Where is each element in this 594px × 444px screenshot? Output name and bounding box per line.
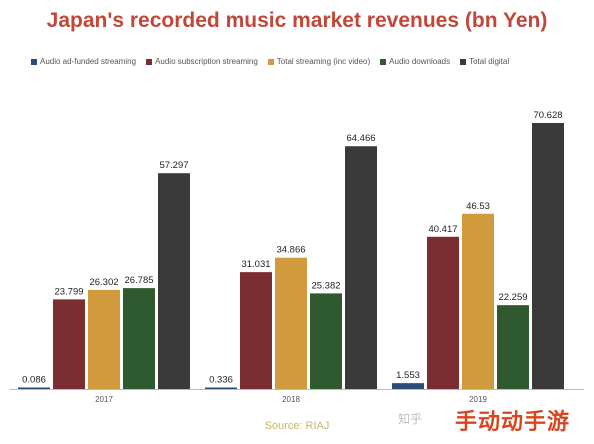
legend-item: Total streaming (inc video) <box>267 57 371 66</box>
legend-swatch <box>460 58 467 65</box>
data-label: 57.297 <box>159 160 188 171</box>
data-label: 70.628 <box>533 110 562 121</box>
bar <box>18 387 50 389</box>
data-label: 0.336 <box>209 375 233 386</box>
bar <box>123 288 155 389</box>
bar <box>392 383 424 389</box>
legend-label: Audio subscription streaming <box>155 57 258 66</box>
legend-label: Total digital <box>469 57 510 66</box>
data-label: 23.799 <box>54 286 83 297</box>
data-label: 22.259 <box>498 292 527 303</box>
bar <box>345 146 377 389</box>
legend-label: Audio ad-funded streaming <box>40 57 137 66</box>
watermark: 手动动手游 <box>455 409 571 434</box>
chart-title: Japan's recorded music market revenues (… <box>46 9 548 32</box>
legend-swatch <box>146 58 153 65</box>
x-tick-label: 2018 <box>282 395 300 404</box>
data-label: 40.417 <box>428 224 457 235</box>
data-label: 1.553 <box>396 370 420 381</box>
bar <box>275 257 307 389</box>
legend-item: Audio downloads <box>380 57 450 66</box>
data-label: 64.466 <box>346 133 375 144</box>
legend-item: Audio subscription streaming <box>146 57 258 66</box>
legend: Audio ad-funded streaming Audio subscript… <box>31 57 519 66</box>
bar <box>497 305 529 389</box>
bar <box>310 293 342 389</box>
legend-label: Audio downloads <box>389 57 451 66</box>
source-note: Source: RIAJ <box>264 420 330 432</box>
legend-swatch <box>31 58 37 65</box>
legend-item: Total digital <box>460 57 509 66</box>
data-label: 25.382 <box>311 280 340 291</box>
legend-swatch <box>380 58 387 65</box>
bar <box>88 289 120 389</box>
bar <box>53 299 85 389</box>
bar <box>532 123 564 389</box>
data-label: 46.53 <box>466 201 490 212</box>
bar <box>462 213 494 389</box>
data-label: 26.785 <box>124 275 153 286</box>
x-tick-label: 2019 <box>469 395 487 404</box>
bar <box>240 272 272 389</box>
x-tick-label: 2017 <box>95 395 113 404</box>
watermark-small: 知乎 <box>398 412 423 426</box>
data-label: 0.086 <box>22 375 46 386</box>
data-label: 26.302 <box>89 277 118 288</box>
bar <box>205 387 237 389</box>
legend-item: Audio ad-funded streaming <box>31 57 136 66</box>
bar <box>158 173 190 389</box>
legend-swatch <box>267 58 274 65</box>
data-label: 31.031 <box>241 259 270 270</box>
legend-label: Total streaming (inc video) <box>276 57 371 66</box>
data-label: 34.866 <box>276 245 305 256</box>
bar <box>427 236 459 389</box>
